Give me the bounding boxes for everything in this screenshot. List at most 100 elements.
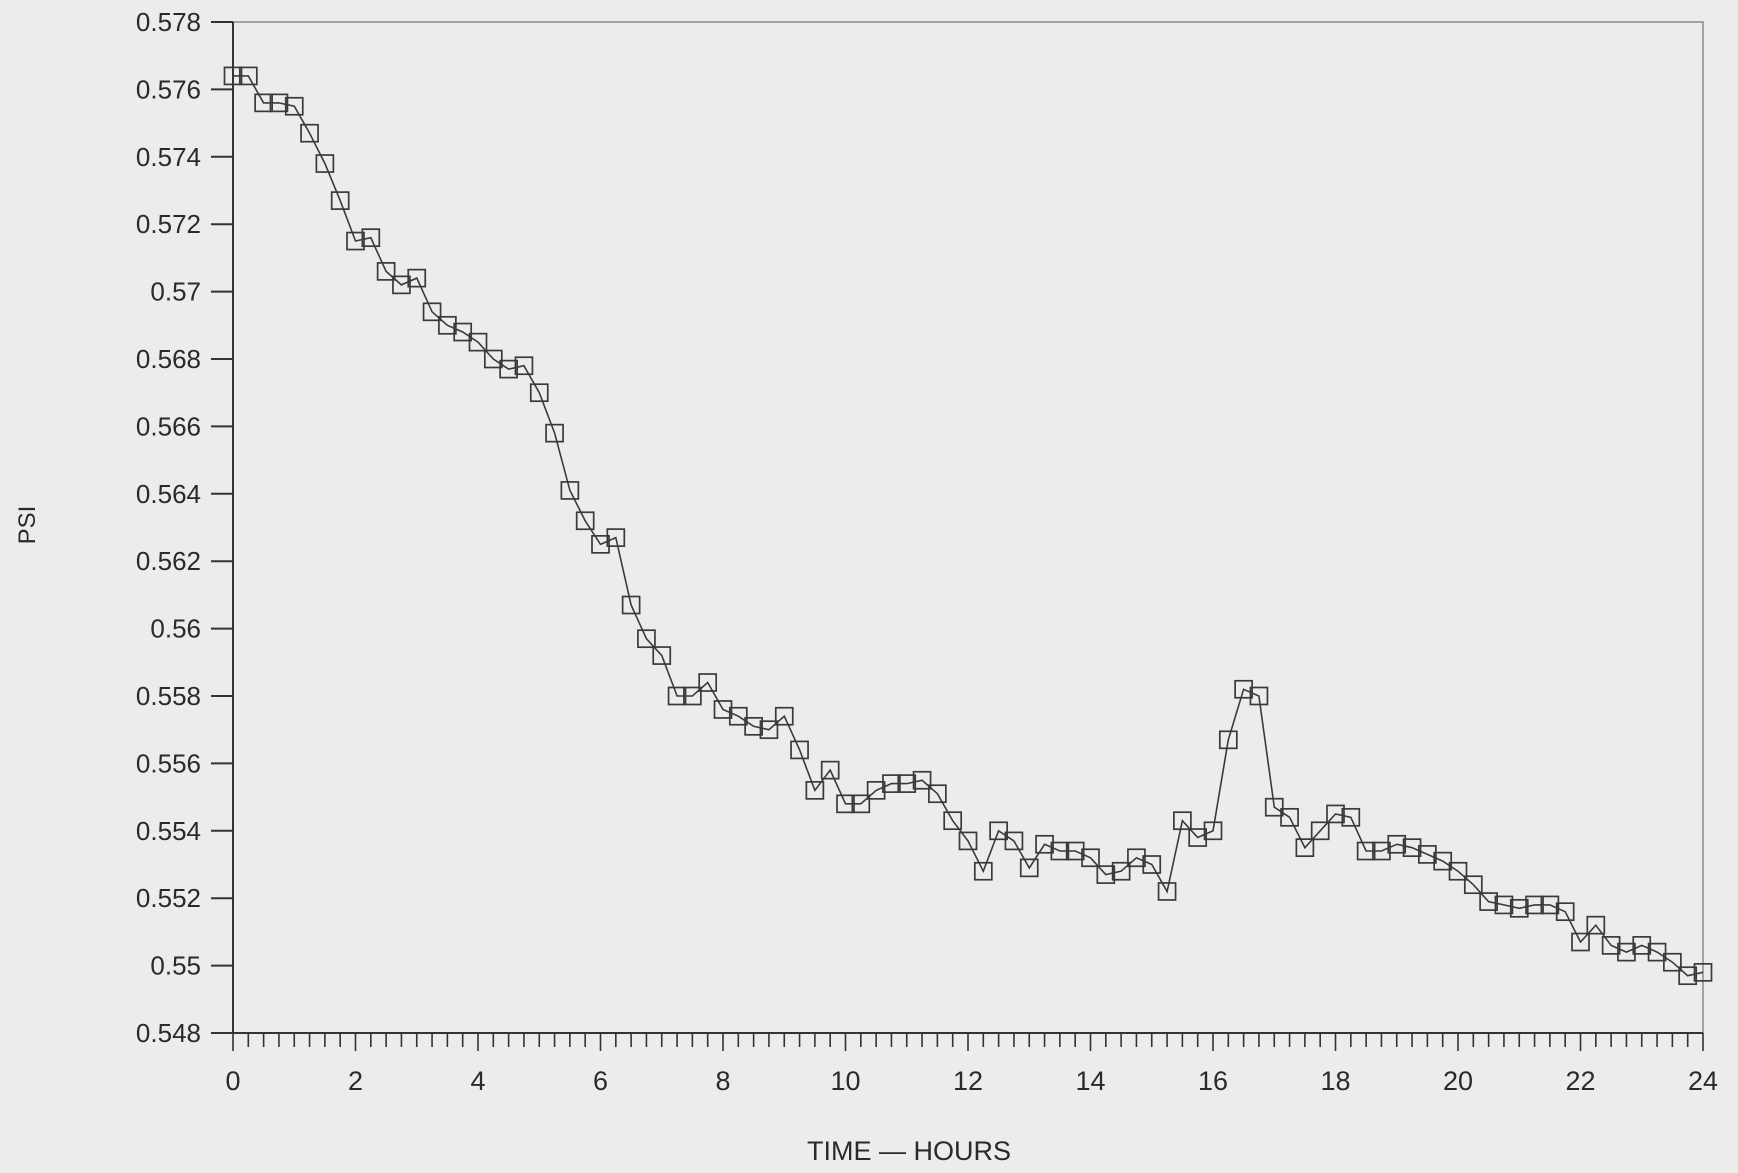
data-point-marker: [346, 231, 365, 251]
data-point-marker: [1065, 841, 1085, 861]
data-point-marker: [1234, 679, 1253, 699]
data-point-marker: [744, 716, 763, 736]
data-point-marker: [1004, 831, 1024, 851]
x-tick-label: 14: [1075, 1066, 1105, 1096]
y-tick-label: 0.558: [136, 681, 201, 711]
data-point-marker: [1188, 828, 1208, 847]
data-point-marker: [514, 356, 534, 376]
data-point-marker: [851, 794, 871, 814]
data-point-marker: [897, 774, 917, 793]
y-tick-label: 0.552: [136, 883, 201, 913]
data-point-marker: [483, 349, 503, 369]
data-point-marker: [376, 262, 396, 281]
data-point-marker: [1142, 855, 1162, 874]
data-point-marker: [1647, 942, 1667, 962]
y-tick-label: 0.576: [136, 74, 201, 104]
data-point-marker: [1571, 932, 1590, 952]
data-point-marker: [1617, 942, 1636, 962]
y-tick-label: 0.564: [136, 479, 201, 509]
data-point-marker: [254, 93, 273, 113]
data-point-marker: [223, 66, 243, 86]
data-point-marker: [759, 720, 779, 740]
data-point-marker: [1402, 838, 1422, 858]
data-point-marker: [392, 275, 411, 295]
data-point-marker: [1295, 838, 1315, 858]
data-point-marker: [667, 686, 687, 706]
data-point-marker: [238, 66, 258, 86]
data-point-marker: [989, 821, 1008, 841]
data-point-marker: [315, 154, 335, 173]
data-point-marker: [866, 781, 886, 800]
y-tick-label: 0.562: [136, 546, 201, 576]
data-point-marker: [575, 511, 595, 531]
data-point-marker: [499, 359, 518, 379]
data-point-marker: [1050, 841, 1070, 861]
data-point-marker: [1555, 902, 1575, 922]
data-point-marker: [1463, 875, 1483, 895]
data-point-marker: [836, 794, 855, 814]
data-point-marker: [1479, 892, 1498, 911]
x-tick-label: 16: [1198, 1066, 1228, 1096]
data-point-marker: [591, 534, 610, 554]
data-point-marker: [790, 740, 809, 760]
data-point-marker: [1601, 936, 1621, 955]
data-point-marker: [1341, 807, 1361, 827]
y-tick-label: 0.566: [136, 411, 201, 441]
data-point-marker: [882, 774, 901, 793]
x-tick-label: 22: [1565, 1066, 1595, 1096]
y-tick-label: 0.56: [150, 614, 201, 644]
data-point-marker: [805, 781, 825, 800]
data-point-marker: [652, 646, 672, 665]
x-tick-label: 6: [593, 1066, 608, 1096]
data-point-marker: [606, 528, 626, 547]
data-point-marker: [958, 831, 978, 851]
data-point-marker: [774, 706, 794, 726]
data-point-marker: [545, 423, 564, 443]
data-point-marker: [1525, 895, 1544, 915]
data-point-marker: [361, 228, 381, 248]
data-point-marker: [1433, 851, 1453, 871]
data-point-marker: [1019, 858, 1039, 878]
data-point-marker: [529, 383, 549, 403]
data-point-marker: [1218, 730, 1238, 750]
x-tick-label: 8: [715, 1066, 730, 1096]
x-tick-label: 0: [225, 1066, 240, 1096]
data-point-marker: [468, 332, 488, 352]
data-point-marker: [912, 770, 932, 790]
data-point-marker: [928, 784, 947, 804]
data-point-marker: [683, 686, 702, 706]
data-point-marker: [637, 629, 656, 649]
data-point-marker: [728, 706, 748, 726]
data-point-marker: [713, 700, 733, 719]
data-point-marker: [1310, 821, 1330, 841]
y-tick-label: 0.572: [136, 209, 201, 239]
data-point-marker: [1035, 834, 1054, 854]
data-point-marker: [943, 811, 963, 831]
data-point-marker: [1387, 834, 1407, 854]
y-tick-label: 0.548: [136, 1018, 201, 1048]
x-tick-label: 12: [953, 1066, 983, 1096]
y-axis-title: PSI: [14, 506, 41, 545]
data-point-marker: [1663, 952, 1682, 972]
x-tick-label: 18: [1320, 1066, 1350, 1096]
data-point-marker: [820, 760, 840, 780]
data-point-marker: [1448, 861, 1468, 881]
data-point-marker: [1678, 966, 1698, 986]
data-point-marker: [1509, 898, 1529, 918]
data-point-marker: [1203, 821, 1223, 841]
data-point-marker: [1096, 865, 1116, 884]
data-point-marker: [422, 302, 442, 322]
y-tick-label: 0.554: [136, 816, 201, 846]
data-point-marker: [269, 93, 289, 113]
data-point-marker: [621, 595, 641, 615]
data-point-marker: [1356, 841, 1376, 861]
data-point-marker: [300, 123, 319, 143]
data-point-marker: [1173, 811, 1192, 831]
data-point-marker: [1693, 962, 1713, 982]
data-point-marker: [407, 268, 427, 288]
data-point-marker: [1127, 848, 1146, 868]
data-point-marker: [1418, 845, 1437, 864]
data-point-marker: [1494, 895, 1514, 915]
